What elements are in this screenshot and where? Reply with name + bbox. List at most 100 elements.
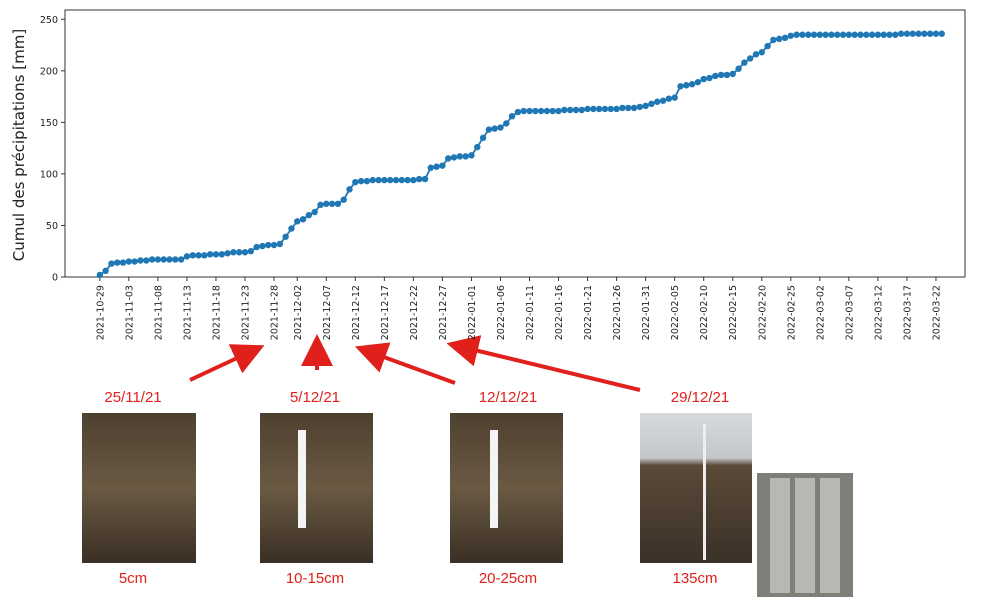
data-point bbox=[921, 30, 928, 37]
x-tick-label: 2021-10-29 bbox=[95, 285, 106, 340]
data-point bbox=[340, 196, 347, 203]
data-point bbox=[369, 176, 376, 184]
x-tick-label: 2022-01-21 bbox=[583, 285, 594, 340]
sample-depth: 135cm bbox=[672, 570, 717, 587]
data-point bbox=[578, 106, 585, 114]
y-tick-label: 250 bbox=[40, 15, 58, 26]
data-point bbox=[415, 175, 423, 183]
ruler bbox=[298, 430, 306, 528]
data-point bbox=[659, 97, 667, 104]
data-point bbox=[357, 177, 365, 185]
photo bbox=[640, 413, 752, 563]
ruler bbox=[490, 430, 498, 528]
data-point bbox=[224, 250, 231, 257]
data-point bbox=[723, 71, 731, 79]
x-tick-label: 2022-02-15 bbox=[728, 285, 739, 340]
data-point bbox=[549, 107, 556, 115]
annotations: 25/11/21 5/12/21 12/12/21 29/12/21 5cm 1… bbox=[104, 389, 729, 587]
data-point bbox=[863, 31, 870, 38]
data-point bbox=[172, 256, 179, 263]
data-point bbox=[143, 257, 150, 264]
y-tick-label: 100 bbox=[40, 169, 58, 180]
data-point bbox=[654, 98, 661, 105]
x-tick-label: 2022-01-31 bbox=[641, 285, 652, 340]
data-point bbox=[462, 153, 469, 160]
data-point bbox=[311, 208, 318, 216]
x-tick-label: 2022-01-16 bbox=[554, 285, 565, 340]
series-line bbox=[99, 32, 942, 276]
data-point bbox=[717, 71, 725, 79]
data-point bbox=[561, 106, 568, 114]
tray bbox=[795, 478, 815, 593]
data-point bbox=[607, 105, 615, 113]
x-tick-label: 2021-12-12 bbox=[351, 285, 362, 340]
data-point bbox=[503, 120, 510, 127]
data-point bbox=[439, 162, 446, 169]
data-point bbox=[96, 271, 104, 279]
data-point bbox=[456, 153, 464, 160]
x-tick-label: 2021-11-28 bbox=[270, 285, 281, 340]
data-point bbox=[445, 155, 452, 162]
tray bbox=[820, 478, 840, 593]
ruler bbox=[703, 424, 706, 560]
data-point bbox=[392, 176, 400, 184]
data-point bbox=[433, 163, 440, 170]
arrow bbox=[354, 342, 456, 385]
data-point bbox=[683, 82, 690, 89]
tray bbox=[770, 478, 790, 593]
data-point bbox=[805, 31, 812, 38]
data-point bbox=[834, 31, 841, 38]
x-tick-label: 2022-03-17 bbox=[902, 285, 913, 340]
x-tick-label: 2022-02-10 bbox=[699, 285, 710, 340]
data-point bbox=[218, 251, 225, 258]
data-point bbox=[294, 218, 301, 225]
data-point bbox=[590, 105, 597, 113]
data-point bbox=[201, 252, 208, 259]
data-point bbox=[247, 248, 255, 255]
data-point bbox=[892, 31, 899, 38]
data-point bbox=[183, 253, 191, 260]
y-tick-label: 150 bbox=[40, 118, 58, 129]
data-point bbox=[601, 105, 609, 113]
data-point bbox=[677, 83, 684, 90]
data-point bbox=[166, 256, 173, 263]
data-point bbox=[764, 42, 771, 50]
y-tick-label: 200 bbox=[40, 66, 58, 77]
data-point bbox=[195, 252, 202, 259]
data-point bbox=[897, 30, 905, 37]
data-point bbox=[276, 240, 284, 248]
sample-date: 5/12/21 bbox=[290, 389, 340, 406]
x-tick-label: 2022-01-06 bbox=[496, 285, 507, 340]
data-point bbox=[584, 105, 591, 113]
data-point bbox=[427, 164, 435, 171]
data-point bbox=[323, 200, 330, 208]
photo bbox=[450, 413, 563, 563]
data-point bbox=[886, 31, 893, 38]
data-point bbox=[230, 249, 237, 256]
x-tick-label: 2022-01-26 bbox=[612, 285, 623, 340]
data-point bbox=[909, 30, 916, 37]
data-point bbox=[108, 260, 115, 267]
data-point bbox=[526, 107, 533, 115]
data-point bbox=[799, 31, 806, 38]
x-tick-label: 2021-11-18 bbox=[211, 285, 222, 340]
data-point bbox=[636, 103, 644, 111]
data-point bbox=[154, 256, 162, 263]
data-point bbox=[566, 106, 574, 114]
data-point bbox=[497, 124, 504, 131]
data-point bbox=[299, 216, 307, 223]
data-point bbox=[735, 65, 742, 72]
arrow bbox=[446, 335, 641, 392]
data-point bbox=[125, 258, 133, 265]
data-point bbox=[491, 125, 498, 132]
data-point bbox=[694, 78, 702, 86]
data-point bbox=[822, 31, 829, 38]
data-point bbox=[410, 176, 417, 184]
data-point bbox=[212, 251, 220, 258]
data-point bbox=[671, 94, 678, 101]
x-tick-label: 2021-12-22 bbox=[409, 285, 420, 340]
data-point bbox=[903, 30, 911, 37]
data-point bbox=[363, 177, 371, 185]
data-point bbox=[915, 30, 922, 37]
data-point bbox=[334, 200, 342, 208]
